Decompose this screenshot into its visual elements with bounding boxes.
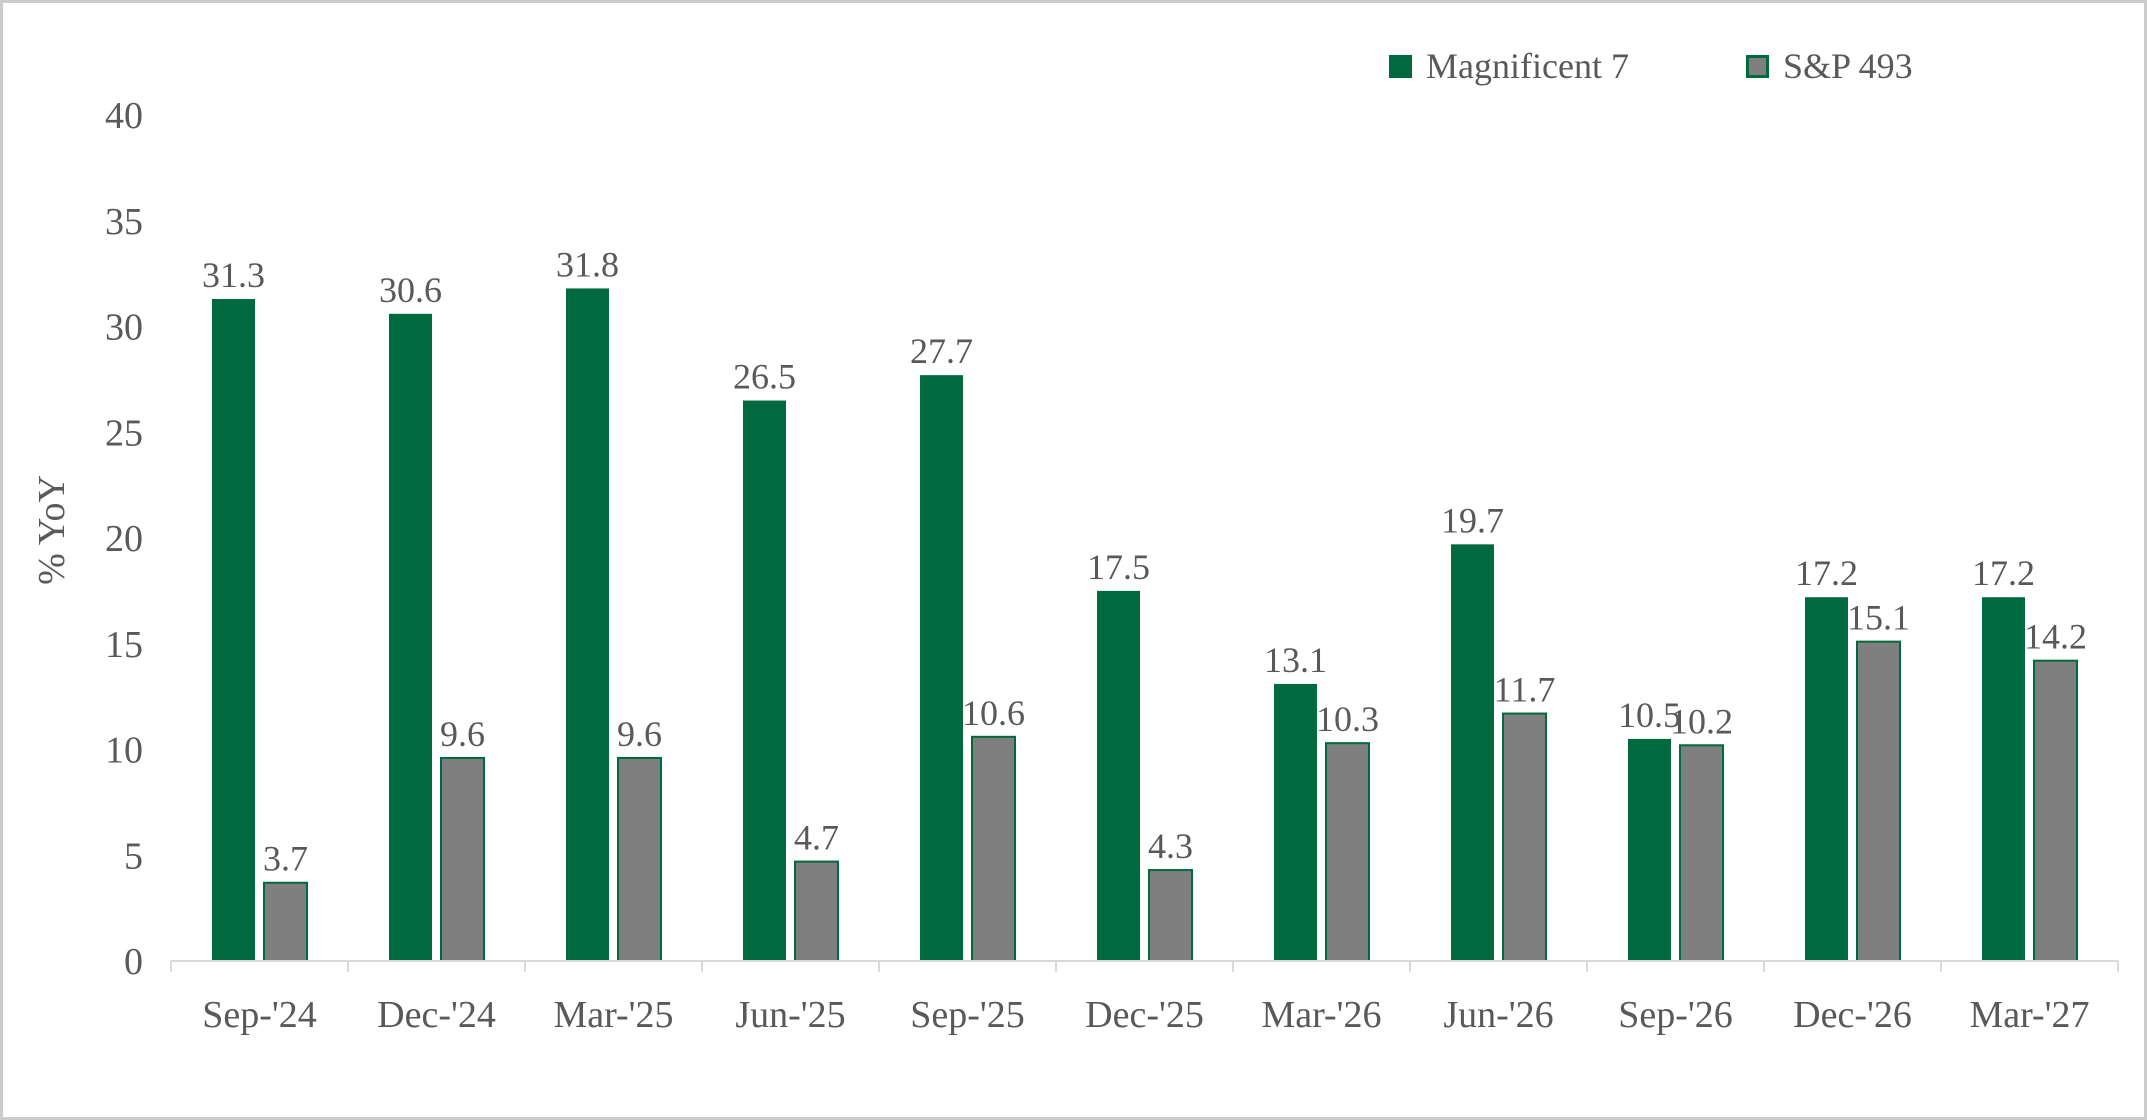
- y-tick-label: 5: [124, 835, 143, 877]
- x-tick-label: Sep-'26: [1618, 994, 1733, 1036]
- data-label: 30.6: [379, 270, 442, 310]
- data-label: 10.6: [962, 693, 1025, 733]
- data-label: 26.5: [733, 357, 796, 397]
- legend-item-sp493: S&P 493: [1745, 45, 1913, 87]
- data-label: 17.5: [1087, 547, 1150, 587]
- bar-s-p-493: [440, 756, 485, 963]
- bar-s-p-493: [1148, 869, 1193, 962]
- bar-s-p-493: [971, 735, 1016, 962]
- bar-magnificent-7: [1982, 597, 2025, 961]
- x-tick-label: Mar-'25: [553, 994, 673, 1036]
- x-tick-label: Jun-'26: [1443, 994, 1553, 1036]
- bar-chart-plot: 0 5 10 15 20 25 30 35 40 31.3 30.6 31.8 26.5 27.7 17.5…: [105, 95, 2119, 1036]
- x-tick-label: Dec-'24: [377, 994, 496, 1036]
- x-tick-label: Dec-'25: [1085, 994, 1204, 1036]
- y-tick-label: 15: [105, 624, 143, 666]
- bar-magnificent-7: [389, 313, 432, 961]
- data-label: 4.3: [1148, 826, 1193, 866]
- bar-magnificent-7: [1274, 683, 1317, 961]
- data-label: 17.2: [1795, 553, 1858, 593]
- data-label: 11.7: [1494, 670, 1556, 710]
- x-tick-label: Sep-'24: [202, 994, 317, 1036]
- data-label: 27.7: [910, 331, 973, 371]
- bar-magnificent-7: [1097, 590, 1140, 961]
- data-label: 3.7: [263, 839, 308, 879]
- y-tick-label: 35: [105, 201, 143, 243]
- data-label: 13.1: [1264, 640, 1327, 680]
- bar-s-p-493: [2033, 659, 2078, 962]
- bar-s-p-493: [617, 756, 662, 963]
- data-label: 31.8: [556, 244, 619, 284]
- y-tick-label: 30: [105, 307, 143, 349]
- y-tick-label: 20: [105, 518, 143, 560]
- data-label: 19.7: [1441, 500, 1504, 540]
- bar-magnificent-7: [566, 288, 609, 961]
- data-label: 15.1: [1847, 598, 1910, 638]
- x-tick-label: Mar-'27: [1969, 994, 2089, 1036]
- x-tick-label: Mar-'26: [1261, 994, 1381, 1036]
- data-label: 9.6: [617, 714, 662, 754]
- legend-label-magnificent-7: Magnificent 7: [1426, 46, 1629, 86]
- bar-magnificent-7: [212, 299, 255, 961]
- bar-s-p-493: [794, 860, 839, 962]
- data-label: 31.3: [202, 255, 265, 295]
- bar-s-p-493: [1502, 712, 1547, 962]
- legend-swatch-sp493-icon: [1745, 54, 1769, 78]
- x-tick-label: Dec-'26: [1793, 994, 1912, 1036]
- bar-s-p-493: [263, 881, 308, 962]
- data-label: 4.7: [794, 818, 839, 858]
- bar-s-p-493: [1856, 640, 1901, 962]
- bar-magnificent-7: [1451, 544, 1494, 961]
- data-label: 10.3: [1316, 699, 1379, 739]
- data-label: 10.2: [1670, 701, 1733, 741]
- data-label: 9.6: [440, 714, 485, 754]
- y-tick-label: 10: [105, 730, 143, 772]
- x-tick-label: Sep-'25: [910, 994, 1025, 1036]
- bar-magnificent-7: [1805, 597, 1848, 961]
- x-tick-label: Jun-'25: [735, 994, 845, 1036]
- bar-s-p-493: [1325, 742, 1370, 963]
- legend-label-sp493: S&P 493: [1782, 46, 1913, 86]
- legend-swatch-magnificent-7-icon: [1389, 54, 1412, 78]
- legend-item-magnificent-7: Magnificent 7: [1389, 45, 1629, 87]
- bar-magnificent-7: [1628, 738, 1671, 961]
- bar-s-p-493: [1679, 744, 1724, 963]
- data-label: 14.2: [2024, 617, 2087, 657]
- data-label: 10.5: [1618, 695, 1681, 735]
- data-label: 17.2: [1972, 553, 2035, 593]
- y-tick-label: 0: [124, 941, 143, 983]
- bar-magnificent-7: [743, 400, 786, 961]
- y-tick-label: 25: [105, 412, 143, 454]
- chart-legend: Magnificent 7 S&P 493: [1389, 43, 1913, 89]
- y-axis-title: % YoY: [31, 475, 73, 585]
- bar-magnificent-7: [920, 375, 963, 961]
- y-tick-label: 40: [105, 95, 143, 137]
